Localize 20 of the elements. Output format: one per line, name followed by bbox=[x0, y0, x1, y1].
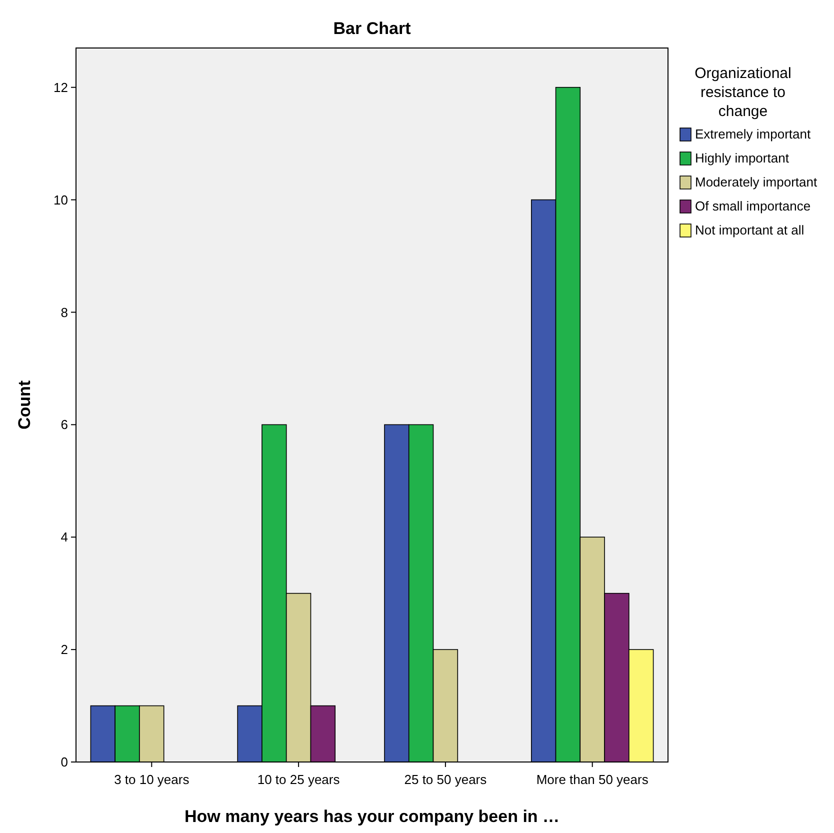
legend-label: Of small importance bbox=[695, 198, 811, 214]
legend-label: Extremely important bbox=[695, 126, 811, 142]
y-tick-label: 12 bbox=[54, 80, 68, 95]
legend-title: Organizational resistance to change bbox=[694, 65, 792, 120]
y-tick-label: 2 bbox=[60, 642, 68, 658]
x-tick-label: 25 to 50 years bbox=[404, 772, 488, 787]
legend-label: Highly important bbox=[695, 150, 790, 166]
y-axis-title: Count bbox=[15, 380, 34, 430]
x-tick-label: More than 50 years bbox=[536, 772, 649, 787]
y-tick-label: 6 bbox=[60, 417, 68, 432]
y-tick-label: 0 bbox=[60, 754, 68, 770]
x-tick-label: 3 to 10 years bbox=[114, 772, 190, 787]
x-axis-title: How many years has your company been in … bbox=[184, 807, 560, 826]
y-tick-label: 4 bbox=[60, 530, 68, 545]
legend-label: Moderately important bbox=[695, 174, 818, 190]
legend-label: Not important at all bbox=[695, 222, 804, 238]
x-tick-label: 10 to 25 years bbox=[257, 772, 340, 787]
chart-title: Bar Chart bbox=[333, 19, 412, 38]
y-tick-label: 8 bbox=[60, 304, 68, 320]
y-tick-label: 10 bbox=[54, 192, 68, 208]
